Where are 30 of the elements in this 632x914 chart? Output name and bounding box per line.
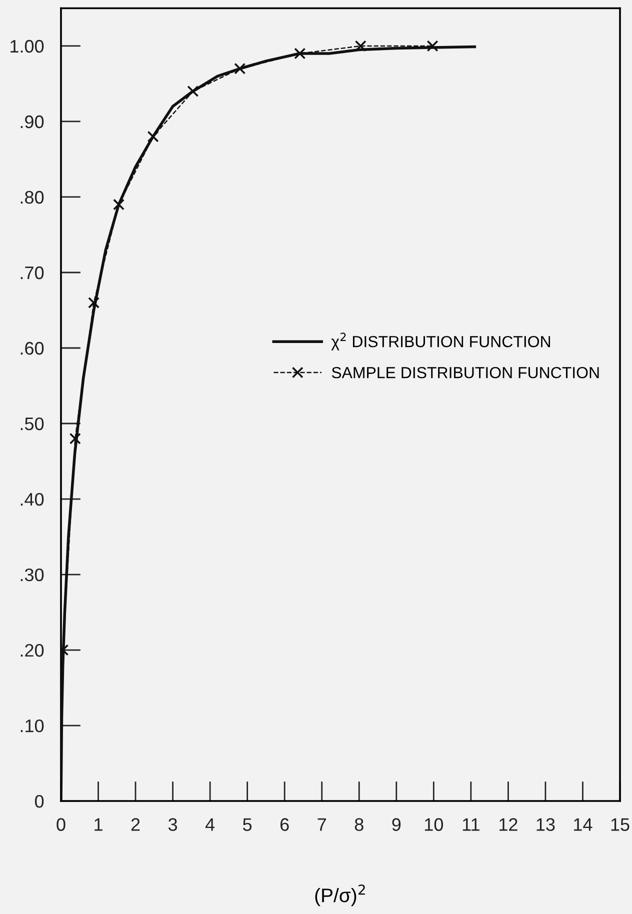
y-tick-label: .80 — [20, 190, 44, 204]
x-tick-label: 13 — [536, 818, 555, 831]
y-tick-label: .40 — [20, 492, 44, 506]
x-tick-label: 4 — [205, 818, 215, 831]
x-tick-label: 6 — [280, 818, 289, 831]
x-tick-label: 9 — [392, 818, 401, 831]
x-tick-label: 10 — [424, 818, 443, 831]
x-tick-label: 15 — [611, 818, 630, 831]
y-tick-label: .50 — [20, 417, 44, 430]
x-tick-label: 0 — [56, 818, 66, 831]
y-tick-label: .90 — [20, 115, 44, 128]
y-tick-label: .10 — [20, 719, 44, 732]
y-tick-label: .30 — [20, 568, 44, 582]
y-tick-label: 0 — [34, 794, 44, 808]
legend-label: χ$^{2}$ DISTRIBUTION FUNCTION — [331, 332, 550, 350]
x-tick-label: 3 — [168, 818, 178, 831]
x-tick-label: 2 — [131, 818, 140, 831]
y-tick-label: .70 — [20, 266, 44, 280]
x-tick-label: 7 — [318, 818, 326, 831]
x-tick-label: 5 — [243, 818, 252, 831]
legend-label: SAMPLE DISTRIBUTION FUNCTION — [332, 366, 599, 378]
y-tick-label: .20 — [20, 644, 44, 657]
x-tick-label: 12 — [500, 818, 518, 831]
x-tick-label: 1 — [94, 818, 102, 831]
y-tick-label: .60 — [20, 342, 44, 355]
x-axis-title: (P/σ)$^{2}$ — [315, 884, 365, 906]
x-tick-label: 11 — [462, 818, 480, 831]
x-tick-label: 8 — [354, 818, 364, 831]
y-tick-label: 1.00 — [10, 40, 44, 53]
x-tick-label: 14 — [574, 818, 592, 831]
